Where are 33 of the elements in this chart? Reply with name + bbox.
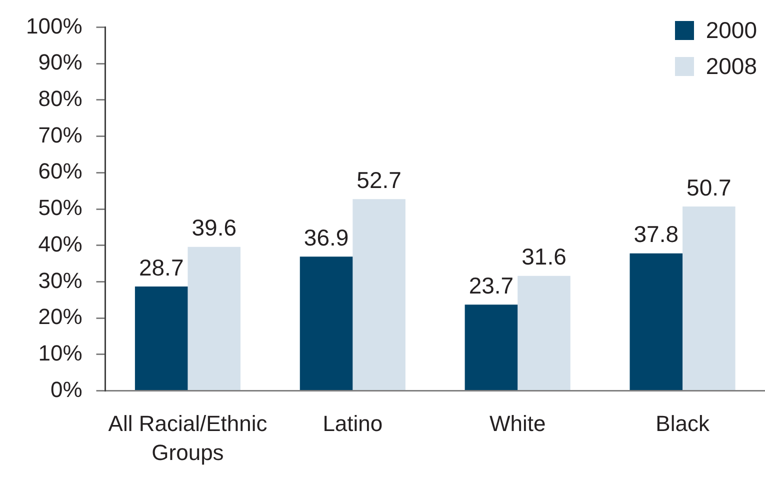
- bar: [352, 199, 406, 390]
- data-label: 52.7: [356, 167, 402, 194]
- legend-label: 2008: [706, 52, 757, 80]
- x-tick-label: All Racial/Ethnic Groups: [108, 411, 268, 465]
- y-tick-label: 80%: [38, 86, 82, 111]
- y-tick-label: 0%: [50, 376, 82, 402]
- data-label: 37.8: [634, 221, 679, 248]
- y-tick-label: 70%: [38, 122, 82, 148]
- legend-label: 2000: [706, 16, 757, 44]
- y-tick-label: 50%: [38, 195, 82, 220]
- data-label: 23.7: [468, 272, 514, 298]
- data-label: 50.7: [686, 174, 732, 200]
- x-tick-label: White: [489, 411, 546, 436]
- y-tick-label: 60%: [38, 158, 82, 184]
- bar: [518, 276, 570, 390]
- bar: [188, 246, 241, 390]
- y-tick-label: 30%: [38, 268, 82, 293]
- data-label: 31.6: [522, 244, 566, 270]
- bar: [464, 304, 518, 390]
- y-tick-label: 10%: [38, 340, 82, 366]
- x-tick-label: Black: [656, 411, 710, 436]
- y-tick-label: 20%: [38, 304, 82, 330]
- y-tick-label: 90%: [38, 50, 82, 75]
- bar: [682, 206, 736, 390]
- x-tick-label: Latino: [322, 411, 383, 436]
- bar: [134, 286, 188, 390]
- bar: [300, 256, 353, 390]
- bar: [630, 253, 683, 390]
- y-tick-label: 100%: [26, 13, 82, 38]
- data-label: 28.7: [138, 254, 184, 280]
- data-label: 36.9: [304, 224, 349, 250]
- y-tick-label: 40%: [38, 231, 82, 256]
- data-label: 39.6: [192, 214, 237, 241]
